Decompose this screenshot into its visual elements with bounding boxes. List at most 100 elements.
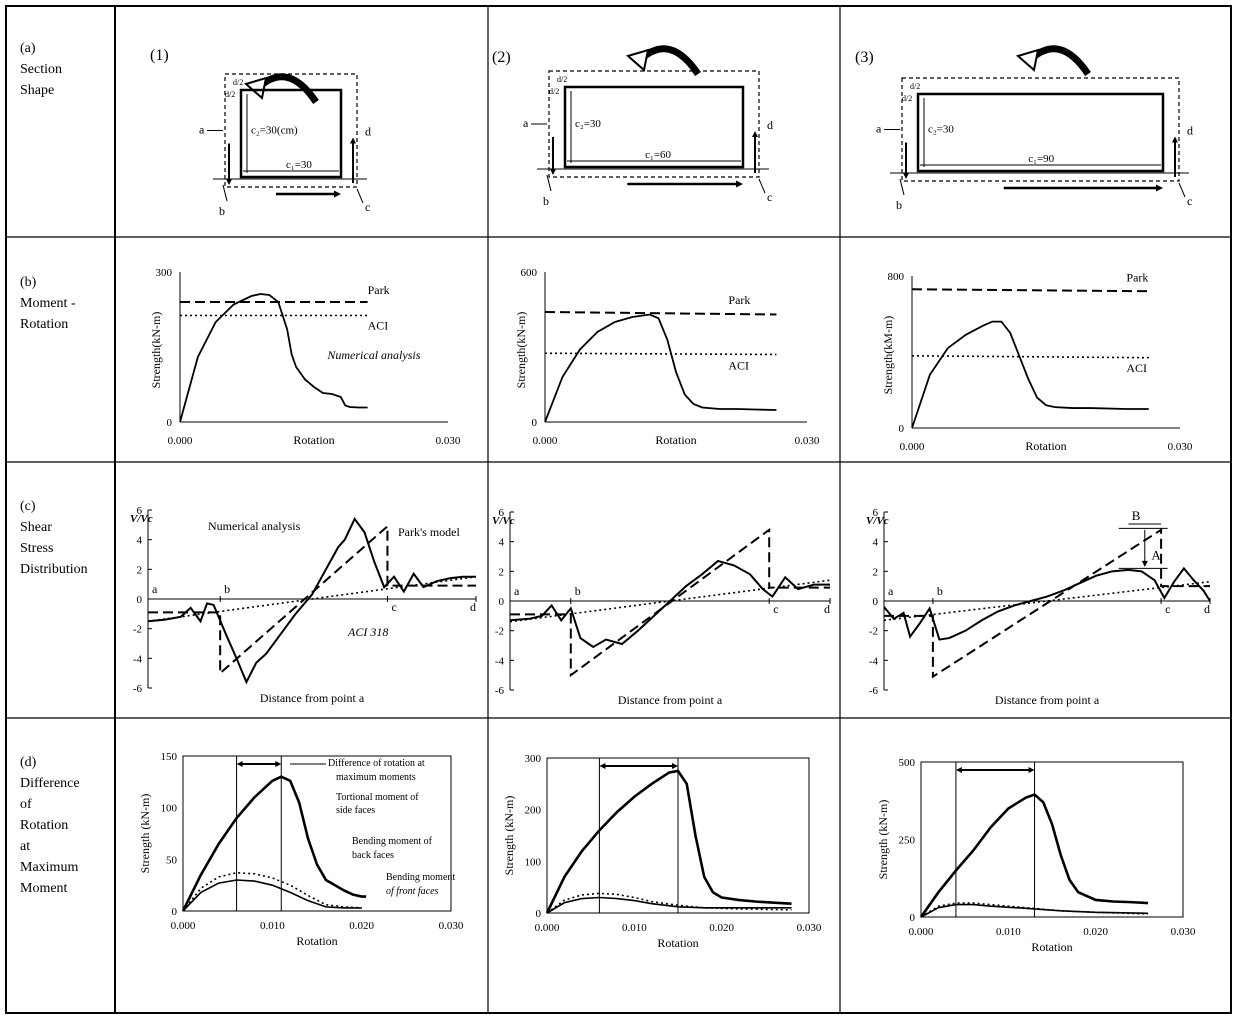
point-c-leader [357,189,363,203]
d2-label: d/2 [233,78,243,87]
y-tick-label: 100 [161,803,178,815]
legend-parks-model: Park's model [398,525,460,539]
c2-label: c₂=30(cm) [251,125,298,137]
x-axis-label: Rotation [655,433,696,447]
point-label-a: a [876,122,882,136]
y-tick-label: -4 [869,655,879,667]
x-axis-label: Distance from point a [260,691,365,705]
arrow-head [1142,561,1148,567]
point-label: d [470,600,476,614]
point-label-a: a [523,116,529,130]
y-tick-label: -2 [495,626,504,638]
legend-aci: ACI [1126,361,1147,375]
point-c-leader [759,179,765,193]
arrow-head [226,179,232,185]
point-b-leader [223,185,227,201]
annotation-b: B [1132,508,1141,523]
x-axis-label: Distance from point a [618,693,723,707]
arrow-head [903,173,909,179]
x-axis-label: Rotation [657,936,698,950]
d2-label: d/2 [902,94,912,103]
x-tick-label: 0.010 [260,920,285,932]
series-line-solid [510,561,830,647]
y-tick-label: 100 [525,856,542,868]
row-label-section-shape: (a) Section Shape [20,38,62,101]
point-label: d [1204,602,1210,616]
y-tick-label: -4 [495,655,505,667]
series-line-dotted [912,356,1149,358]
x-tick-label: 0.000 [909,926,934,938]
column-label: (1) [150,47,169,64]
x-tick-label: 0.000 [168,435,193,447]
y-tick-label: -4 [133,653,143,665]
y-tick-label: 500 [899,757,916,769]
arrow-head [1156,185,1163,192]
arrow-head [956,767,962,773]
y-tick-label: 50 [166,854,178,866]
x-tick-label: 0.030 [436,435,461,447]
point-label: a [514,584,520,598]
x-tick-label: 0.030 [1171,926,1196,938]
legend-aci-318: ACI 318 [347,625,388,639]
point-label-b: b [219,204,225,218]
torsion-arrow-head [246,78,266,98]
arrow-head [334,191,341,198]
annotation-a: A [1151,547,1161,562]
y-tick-label: 200 [525,805,542,817]
row-label-shear-stress: (c) Shear Stress Distribution [20,496,88,580]
torsion-arrow-head [628,50,648,70]
y-tick-label: -6 [133,683,143,695]
y-tick-label: 150 [161,751,178,763]
point-label-d: d [767,118,773,132]
point-label-c: c [767,190,772,204]
arrow-head [350,138,356,144]
point-b-leader [900,179,904,195]
y-tick-label: 2 [873,566,879,578]
d2-label: d/2 [225,90,235,99]
series-line-dashed [545,312,776,315]
y-tick-label: 0 [873,596,879,608]
y-tick-label: 250 [899,835,916,847]
torsion-arrow-head [1018,50,1038,70]
x-tick-label: 0.030 [439,920,464,932]
y-axis-label: Strength (kN-m) [138,794,152,874]
point-label: d [824,602,830,616]
y-axis-label: Strength(kN-m) [149,312,163,389]
series-line-dashed [510,530,830,675]
annotation-front: of front faces [386,886,439,897]
plot-area [921,762,1183,917]
y-tick-label: -6 [869,685,879,697]
y-axis-label: Strength (kN-m) [502,796,516,876]
point-label-c: c [1187,194,1192,208]
x-tick-label: 0.030 [797,922,822,934]
y-tick-label: 4 [873,537,879,549]
y-tick-label: 0 [899,423,905,435]
point-label: b [224,582,230,596]
annotation-difference: maximum moments [336,772,416,783]
point-label: c [391,600,396,614]
point-label: a [152,582,158,596]
point-label: b [575,584,581,598]
point-label-a: a [199,123,205,137]
y-axis-label: V/Vc [130,513,153,525]
y-tick-label: 0 [499,596,505,608]
legend-park: Park [1126,270,1148,284]
y-tick-label: 0 [536,908,542,920]
y-tick-label: 0 [172,906,178,918]
arrow-head [1172,137,1178,143]
y-axis-label: Strength(kN-m) [514,312,528,389]
d2-label: d/2 [557,75,567,84]
column-label: (2) [492,49,511,66]
y-tick-label: 2 [499,566,505,578]
legend-numerical-analysis: Numerical analysis [326,348,420,362]
arrow-head [599,763,605,769]
column-label: (3) [855,49,874,66]
arrow-head [275,761,281,767]
point-label-d: d [1187,124,1193,138]
annotation-front: Bending moment [386,872,455,883]
y-axis-label: Strength(kM-m) [881,316,895,395]
c2-label: c₂=30 [575,118,601,130]
y-tick-label: 4 [499,537,505,549]
torsion-arrow [640,49,698,74]
